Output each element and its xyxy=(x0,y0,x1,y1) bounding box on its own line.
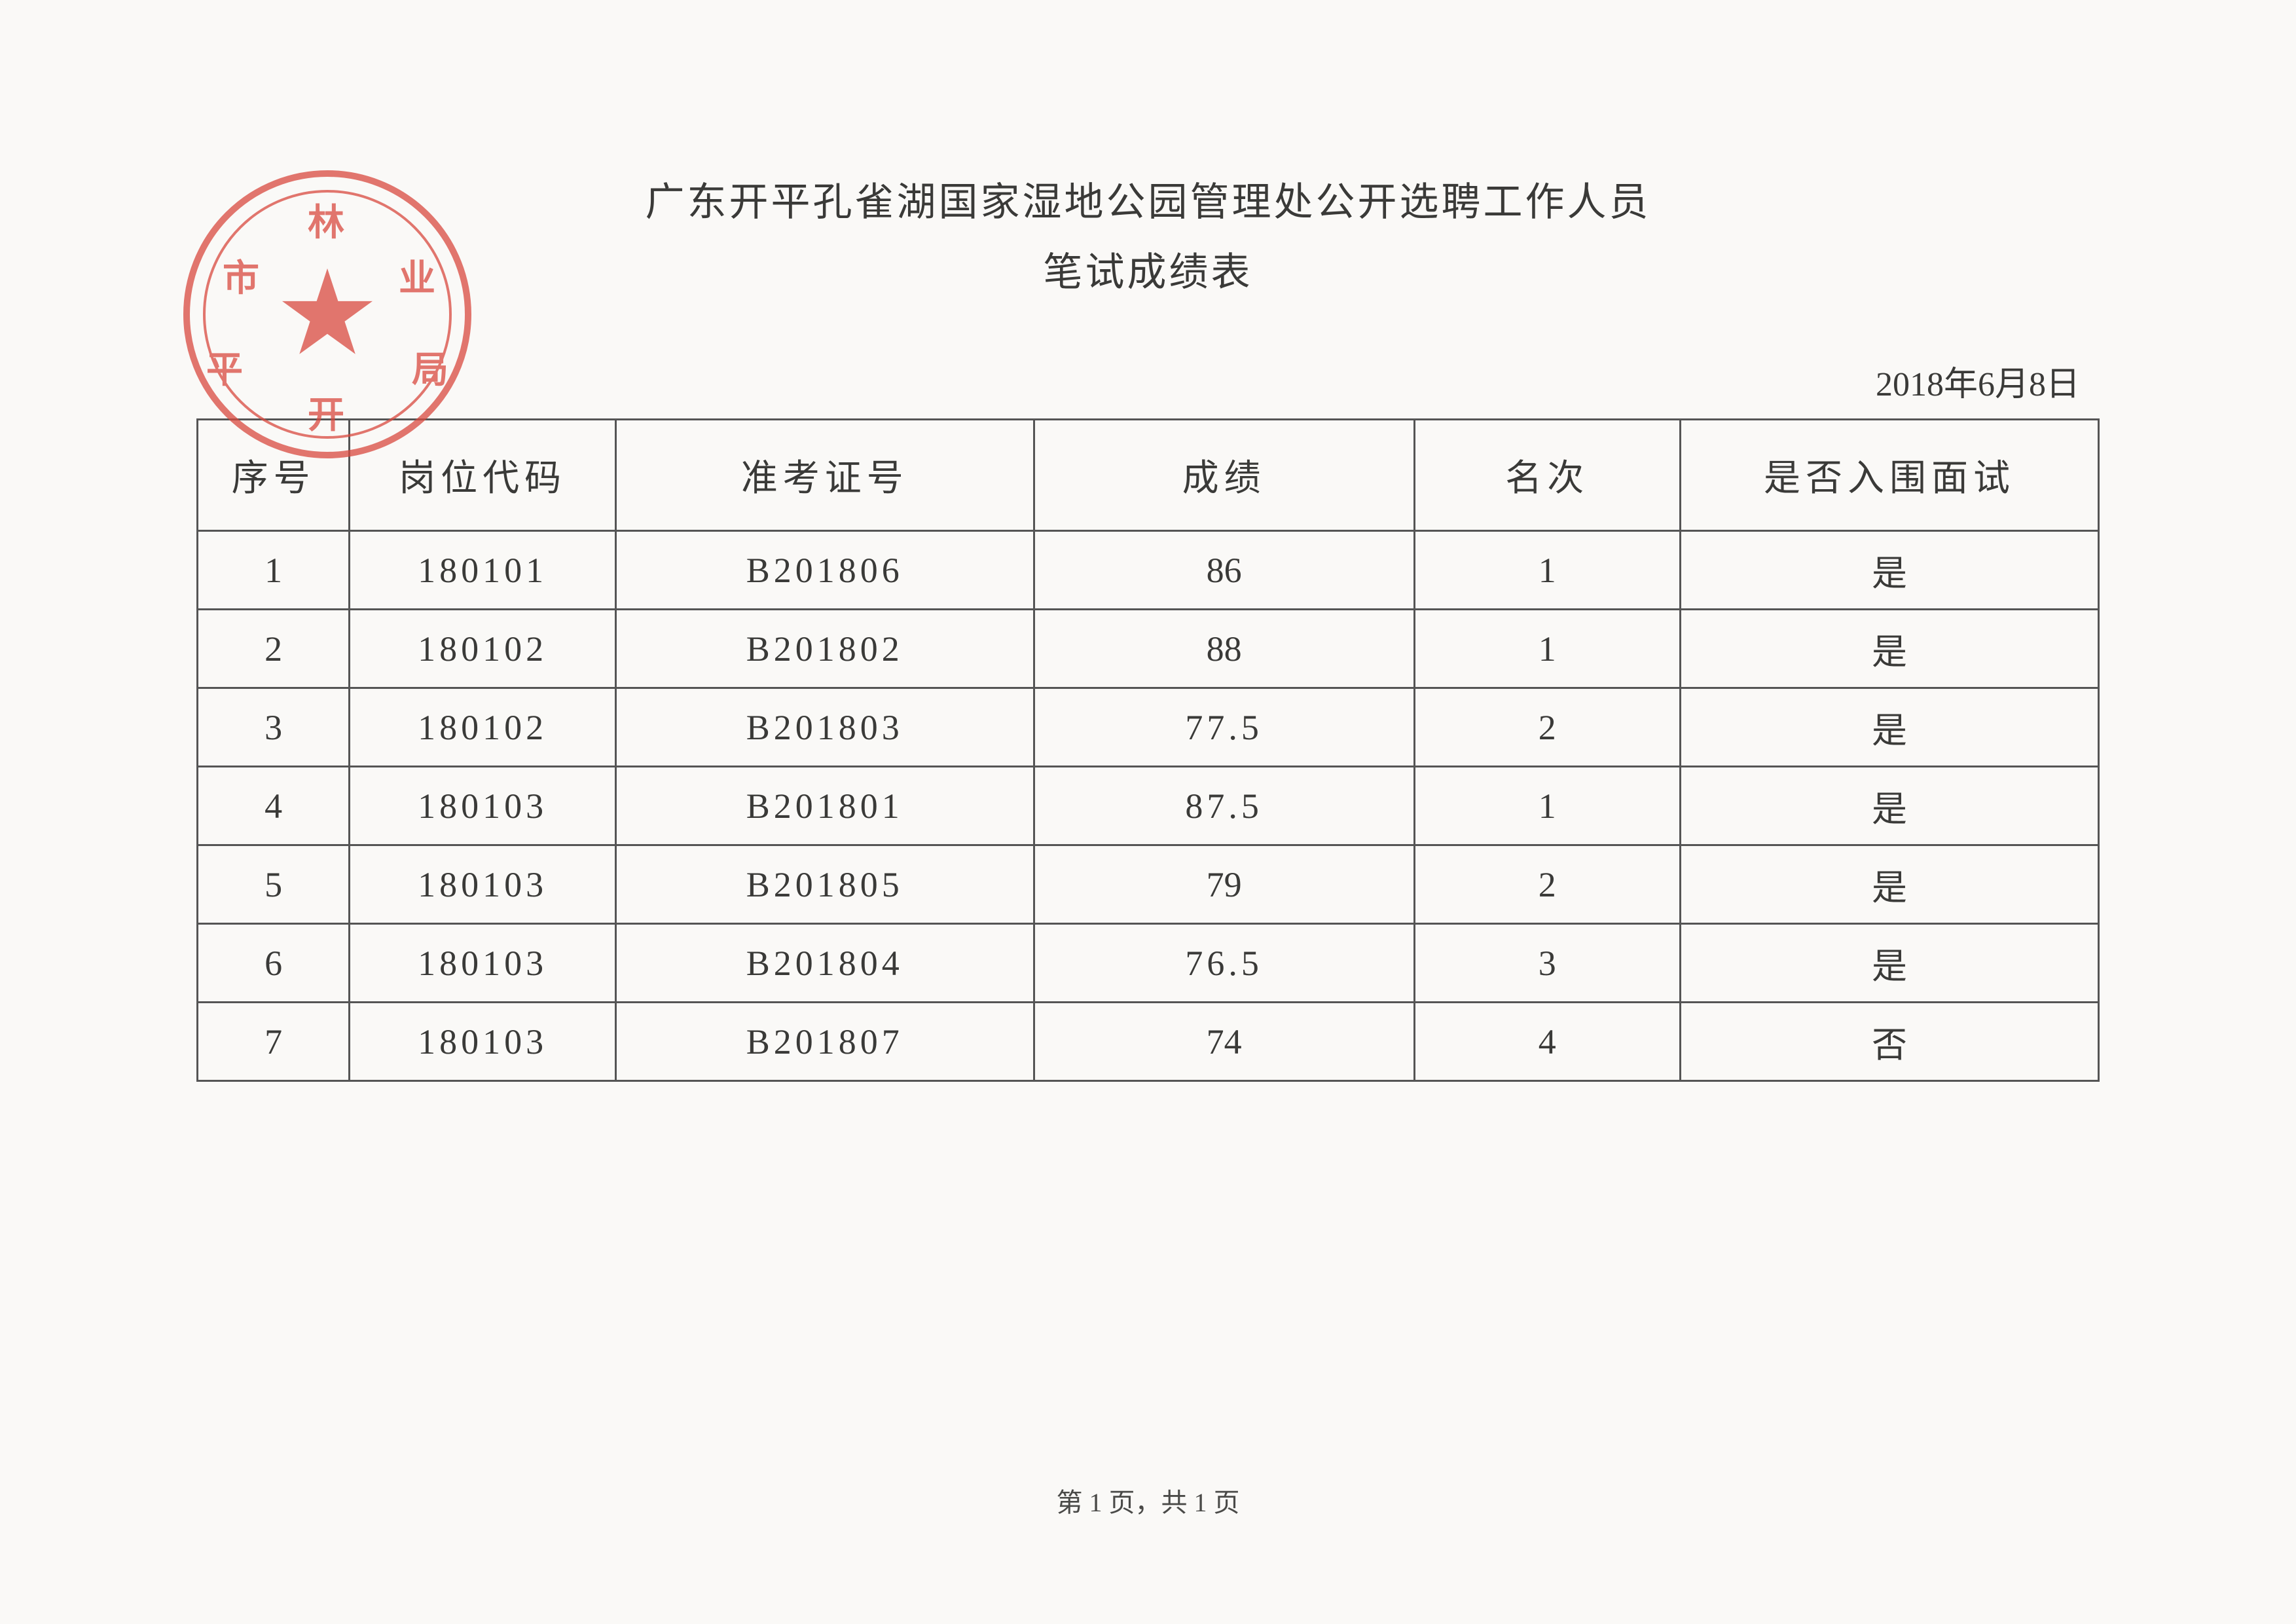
cell-rank: 1 xyxy=(1414,767,1681,845)
cell-interview: 是 xyxy=(1681,531,2099,610)
table-row: 6 180103 B201804 76.5 3 是 xyxy=(198,924,2099,1003)
cell-seq: 2 xyxy=(198,610,350,688)
cell-examid: B201806 xyxy=(615,531,1034,610)
stamp-char-left: 市 xyxy=(223,249,259,302)
cell-seq: 3 xyxy=(198,688,350,767)
cell-seq: 6 xyxy=(198,924,350,1003)
cell-examid: B201805 xyxy=(615,845,1034,924)
cell-score: 74 xyxy=(1034,1003,1414,1081)
page-footer: 第 1 页，共 1 页 xyxy=(0,1481,2296,1519)
cell-examid: B201802 xyxy=(615,610,1034,688)
official-stamp: ★ 林 市 业 平 局 开 xyxy=(183,170,471,458)
table-row: 2 180102 B201802 88 1 是 xyxy=(198,610,2099,688)
cell-score: 87.5 xyxy=(1034,767,1414,845)
stamp-char-right: 业 xyxy=(399,249,435,302)
cell-jobcode: 180103 xyxy=(350,845,616,924)
cell-seq: 4 xyxy=(198,767,350,845)
cell-examid: B201801 xyxy=(615,767,1034,845)
table-row: 5 180103 B201805 79 2 是 xyxy=(198,845,2099,924)
cell-score: 79 xyxy=(1034,845,1414,924)
stamp-char-top: 林 xyxy=(308,193,344,246)
cell-rank: 3 xyxy=(1414,924,1681,1003)
cell-seq: 5 xyxy=(198,845,350,924)
cell-examid: B201803 xyxy=(615,688,1034,767)
cell-rank: 4 xyxy=(1414,1003,1681,1081)
cell-jobcode: 180102 xyxy=(350,688,616,767)
cell-jobcode: 180103 xyxy=(350,924,616,1003)
table-row: 3 180102 B201803 77.5 2 是 xyxy=(198,688,2099,767)
cell-score: 77.5 xyxy=(1034,688,1414,767)
table-row: 4 180103 B201801 87.5 1 是 xyxy=(198,767,2099,845)
cell-jobcode: 180101 xyxy=(350,531,616,610)
stamp-char-bottom-right: 局 xyxy=(412,341,448,394)
cell-interview: 是 xyxy=(1681,767,2099,845)
table-header-row: 序号 岗位代码 准考证号 成绩 名次 是否入围面试 xyxy=(198,420,2099,531)
cell-rank: 2 xyxy=(1414,688,1681,767)
cell-jobcode: 180103 xyxy=(350,1003,616,1081)
col-header-rank: 名次 xyxy=(1414,420,1681,531)
cell-rank: 1 xyxy=(1414,531,1681,610)
col-header-interview: 是否入围面试 xyxy=(1681,420,2099,531)
title-block: 广东开平孔雀湖国家湿地公园管理处公开选聘工作人员 笔试成绩表 xyxy=(196,170,2100,297)
table-row: 1 180101 B201806 86 1 是 xyxy=(198,531,2099,610)
cell-interview: 否 xyxy=(1681,1003,2099,1081)
document-date: 2018年6月8日 xyxy=(196,356,2100,405)
col-header-examid: 准考证号 xyxy=(615,420,1034,531)
cell-jobcode: 180102 xyxy=(350,610,616,688)
cell-interview: 是 xyxy=(1681,688,2099,767)
cell-examid: B201807 xyxy=(615,1003,1034,1081)
cell-score: 76.5 xyxy=(1034,924,1414,1003)
cell-interview: 是 xyxy=(1681,845,2099,924)
page-title-line1: 广东开平孔雀湖国家湿地公园管理处公开选聘工作人员 xyxy=(196,170,2100,227)
stamp-char-bottom: 开 xyxy=(308,386,344,439)
cell-interview: 是 xyxy=(1681,924,2099,1003)
cell-rank: 1 xyxy=(1414,610,1681,688)
cell-jobcode: 180103 xyxy=(350,767,616,845)
cell-score: 88 xyxy=(1034,610,1414,688)
stamp-star-icon: ★ xyxy=(274,255,380,373)
page-title-line2: 笔试成绩表 xyxy=(196,240,2100,297)
cell-score: 86 xyxy=(1034,531,1414,610)
stamp-char-bottom-left: 平 xyxy=(206,341,243,394)
cell-interview: 是 xyxy=(1681,610,2099,688)
cell-rank: 2 xyxy=(1414,845,1681,924)
score-table: 序号 岗位代码 准考证号 成绩 名次 是否入围面试 1 180101 B2018… xyxy=(196,418,2100,1082)
cell-seq: 7 xyxy=(198,1003,350,1081)
col-header-score: 成绩 xyxy=(1034,420,1414,531)
table-row: 7 180103 B201807 74 4 否 xyxy=(198,1003,2099,1081)
page-container: ★ 林 市 业 平 局 开 广东开平孔雀湖国家湿地公园管理处公开选聘工作人员 笔… xyxy=(0,0,2296,1082)
cell-examid: B201804 xyxy=(615,924,1034,1003)
cell-seq: 1 xyxy=(198,531,350,610)
